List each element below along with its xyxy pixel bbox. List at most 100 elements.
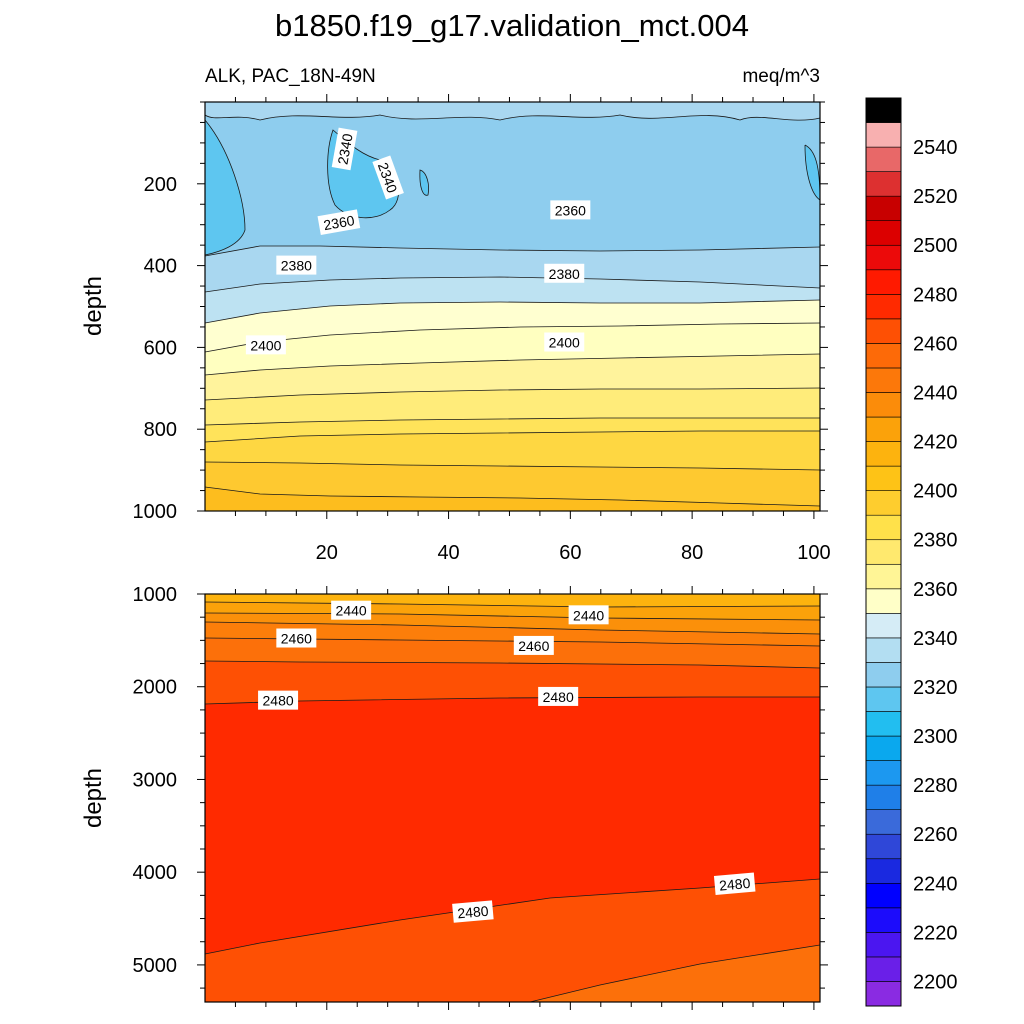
colorbar-swatch (865, 760, 902, 786)
colorbar-swatch (865, 981, 902, 1007)
upper-left-title: ALK, PAC_18N-49N (205, 66, 376, 87)
contour-label-box (538, 686, 579, 706)
colorbar-label: 2220 (913, 922, 958, 944)
colorbar-swatch (865, 907, 902, 933)
contour-label-box (544, 332, 585, 352)
contour-label-text: 2380 (281, 258, 312, 274)
colorbar-label: 2480 (913, 284, 958, 306)
y-tick-label: 4000 (133, 862, 178, 884)
upper-contour-line (204, 299, 821, 324)
colorbar-swatch (865, 294, 902, 320)
x-tick-label: 80 (681, 542, 703, 564)
x-tick-label: 20 (316, 542, 338, 564)
colorbar-label: 2360 (913, 579, 958, 601)
colorbar-swatch (865, 833, 902, 860)
colorbar-swatch (865, 563, 902, 590)
colorbar-swatch (865, 416, 902, 442)
y-tick-label: 800 (144, 419, 177, 441)
contour-label-box (276, 628, 317, 648)
colorbar-swatch (865, 882, 902, 909)
colorbar-swatch (865, 195, 902, 222)
colorbar-label: 2420 (913, 432, 958, 454)
upper-band (205, 487, 820, 511)
upper-band (205, 388, 820, 425)
contour-label: 2480 (713, 872, 756, 895)
contour-label-box (258, 690, 299, 710)
lower-band (205, 622, 820, 646)
contour-label: 2340 (331, 127, 358, 171)
upper-band (805, 145, 820, 200)
contour-label-box (331, 127, 358, 171)
contour-label-text: 2380 (549, 266, 580, 282)
y-tick-label: 3000 (133, 769, 178, 791)
x-tick-label: 100 (797, 542, 830, 564)
colorbar-swatch (865, 490, 902, 516)
colorbar-swatch (865, 367, 902, 393)
contour-label: 2400 (544, 332, 585, 352)
contour-label-box (245, 335, 286, 355)
contour-label-text: 2460 (518, 638, 549, 654)
contour-label-box (568, 605, 609, 625)
lower-ylabel: depth (80, 768, 107, 828)
y-tick-label: 5000 (133, 955, 178, 977)
colorbar-swatch (865, 318, 902, 344)
y-tick-label: 400 (144, 256, 177, 278)
colorbar-label: 2520 (913, 186, 958, 208)
contour-label-box (317, 209, 361, 235)
upper-contour-line (204, 417, 820, 426)
contour-label-box (550, 200, 591, 220)
lower-contour-line (204, 601, 821, 608)
colorbar-swatch (865, 588, 902, 614)
contour-label-box (372, 155, 404, 200)
figure-title: b1850.f19_g17.validation_mct.004 (275, 8, 749, 43)
lower-axes: 1000 2000 3000 4000 5000 (133, 584, 828, 1010)
upper-contour-line (204, 276, 821, 293)
colorbar-swatch (865, 269, 902, 295)
contour-label-text: 2480 (457, 903, 490, 922)
contour-label-text: 2340 (334, 132, 355, 166)
lower-contour-line (529, 944, 821, 1003)
contour-label: 2460 (513, 635, 554, 655)
contour-label: 2360 (317, 209, 361, 235)
lower-band (205, 879, 820, 1002)
upper-axes: 20 40 60 80 100 200 400 600 800 1000 (133, 94, 831, 564)
upper-contour-line (204, 245, 821, 257)
lower-contour-fill (205, 594, 820, 1002)
y-tick-label: 1000 (133, 584, 178, 606)
colorbar-swatch (865, 735, 902, 761)
colorbar-swatch (865, 539, 902, 565)
contour-label-text: 2480 (262, 693, 293, 709)
contour-label-box (331, 600, 372, 620)
colorbar-label: 2440 (913, 382, 958, 404)
upper-band (205, 300, 820, 352)
contour-label-text: 2400 (250, 337, 281, 353)
upper-contour-line (204, 486, 821, 507)
colorbar-frame (865, 97, 902, 1007)
contour-label: 2460 (276, 628, 317, 648)
upper-band (205, 323, 820, 375)
upper-contour-line (204, 119, 246, 256)
colorbar-swatch (865, 662, 902, 688)
colorbar-label: 2340 (913, 628, 958, 650)
colorbar-swatch (865, 146, 902, 172)
colorbar-swatch (865, 784, 902, 810)
x-tick-label: 60 (559, 542, 581, 564)
contour-label-text: 2480 (543, 689, 574, 705)
contour-label-box (713, 872, 756, 895)
lower-contour-line (204, 660, 821, 669)
upper-band (205, 120, 245, 255)
colorbar-swatch (865, 613, 902, 639)
upper-contour-line (419, 169, 429, 196)
contour-label: 2380 (544, 263, 585, 283)
colorbar-swatch (865, 637, 902, 663)
y-tick-label: 200 (144, 174, 177, 196)
contour-label-box (513, 635, 554, 655)
contour-label: 2400 (245, 335, 286, 355)
upper-contour-fill (205, 102, 820, 511)
lower-band (205, 697, 820, 954)
colorbar: 2200 2220 2240 2260 2280 2300 2320 2340 2360 2380… (865, 97, 958, 1007)
colorbar-label: 2300 (913, 726, 958, 748)
